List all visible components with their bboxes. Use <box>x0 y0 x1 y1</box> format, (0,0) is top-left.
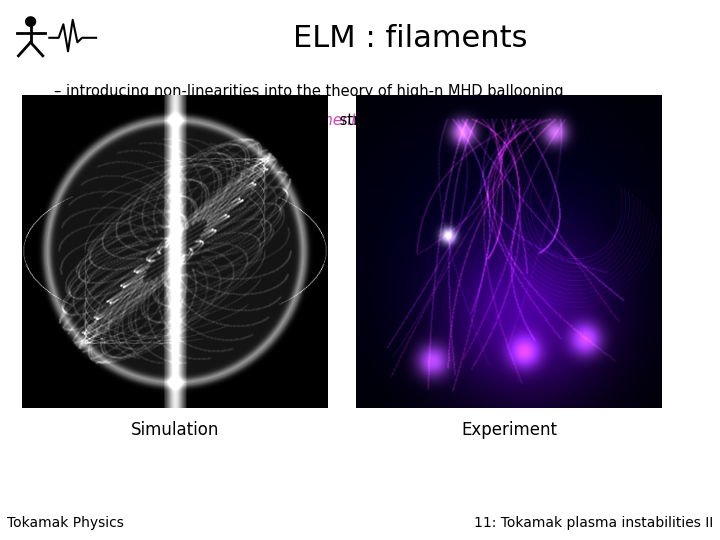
Text: modes predicts: modes predicts <box>54 113 171 129</box>
Text: explosively growing filamentary: explosively growing filamentary <box>145 113 380 129</box>
Text: Experiment: Experiment <box>462 421 557 439</box>
Polygon shape <box>25 16 36 27</box>
Text: ELM : filaments: ELM : filaments <box>293 24 528 53</box>
Text: – introducing non-linearities into the theory of high-n MHD ballooning: – introducing non-linearities into the t… <box>54 84 564 99</box>
Text: Tokamak Physics: Tokamak Physics <box>7 516 124 530</box>
Text: 11: Tokamak plasma instabilities II: 11: Tokamak plasma instabilities II <box>474 516 713 530</box>
Text: MAST: MAST <box>54 143 101 158</box>
Text: Simulation: Simulation <box>130 421 219 439</box>
Text: structures, seen on: structures, seen on <box>335 113 482 129</box>
